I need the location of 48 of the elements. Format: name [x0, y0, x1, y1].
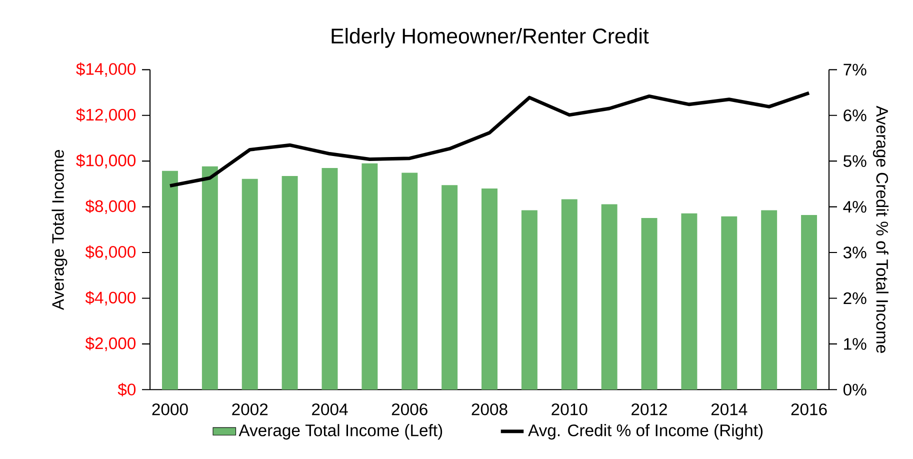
y2-tick-label: 1%	[844, 338, 866, 350]
bar	[442, 185, 458, 390]
y-tick-label: $10,000	[76, 154, 136, 168]
y-tick-label: $0	[118, 382, 136, 396]
legend-label: Average Total Income (Left)	[238, 424, 442, 440]
x-tick-label: 2008	[472, 403, 508, 416]
bar	[402, 172, 418, 390]
bar	[362, 163, 378, 390]
chart-title: Elderly Homeowner/Renter Credit	[332, 28, 649, 48]
y2-tick-label: 2%	[844, 292, 866, 304]
y-tick-label: $14,000	[76, 62, 136, 77]
legend-label: Avg. Credit % of Income (Right)	[528, 424, 763, 440]
x-tick-label: 2002	[232, 403, 268, 416]
x-tick-label: 2010	[552, 403, 588, 416]
y2-tick-label: 6%	[844, 109, 866, 122]
bar	[242, 178, 258, 390]
y2-tick-label: 3%	[843, 246, 866, 258]
y2-tick-label: 7%	[844, 64, 866, 76]
y-tick-label: $6,000	[85, 245, 136, 260]
y2-tick-label: 0%	[843, 384, 866, 396]
bar	[681, 213, 698, 390]
y2-axis-title: Average Credit % of Total Income	[872, 106, 888, 353]
x-tick-label: 2012	[632, 403, 667, 416]
x-tick-label: 2014	[711, 403, 748, 416]
bar	[601, 204, 618, 390]
y-axis-title: Average Total Income	[52, 150, 68, 310]
y-tick-label: $8,000	[85, 200, 136, 214]
y2-tick-label: 5%	[843, 155, 866, 167]
bar	[482, 188, 498, 390]
bar	[162, 170, 178, 390]
x-tick-label: 2004	[312, 403, 348, 416]
bar	[282, 176, 298, 390]
x-tick-label: 2000	[152, 403, 188, 416]
y2-tick-label: 4%	[843, 200, 866, 213]
x-tick-label: 2006	[392, 403, 428, 416]
bar	[202, 166, 218, 390]
bar	[761, 210, 778, 390]
line-series	[168, 91, 811, 188]
y-tick-label: $12,000	[76, 108, 136, 123]
bar	[801, 215, 818, 390]
y-tick-label: $2,000	[85, 336, 136, 352]
x-tick-label: 2016	[791, 403, 827, 416]
bar	[561, 199, 578, 390]
bar	[721, 216, 738, 390]
bar	[641, 218, 658, 390]
bar	[322, 168, 338, 390]
y-tick-label: $4,000	[85, 290, 136, 306]
bar	[521, 210, 538, 390]
